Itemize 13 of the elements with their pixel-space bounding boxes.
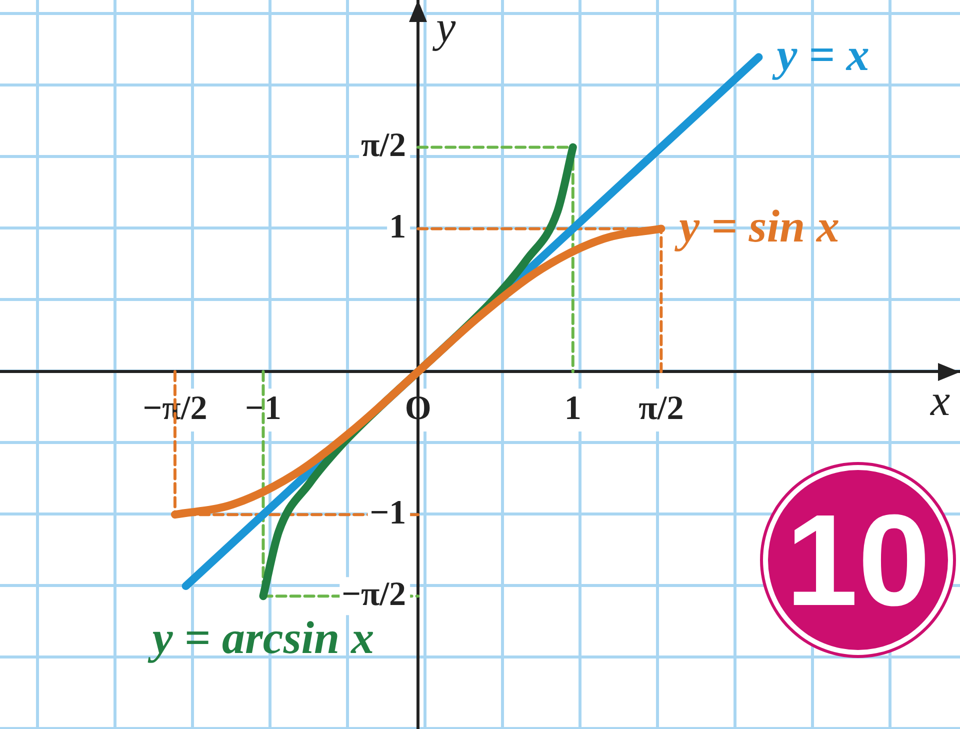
series-label: y = sin x [674,200,840,252]
x-axis-title: x [929,376,950,426]
x-tick-label: −1 [245,390,282,427]
annotation: 10 [768,470,948,650]
y-axis-title: y [432,2,456,52]
series-label: y = arcsin x [147,612,374,663]
y-tick-label: −π/2 [342,576,406,613]
x-tick-label: 1 [564,390,582,427]
y-tick-label: π/2 [360,127,406,164]
y-tick-label: 1 [389,208,406,246]
y-tick-label: −1 [370,494,406,532]
series-label: y = x [772,29,870,80]
x-tick-label: π/2 [638,390,684,427]
